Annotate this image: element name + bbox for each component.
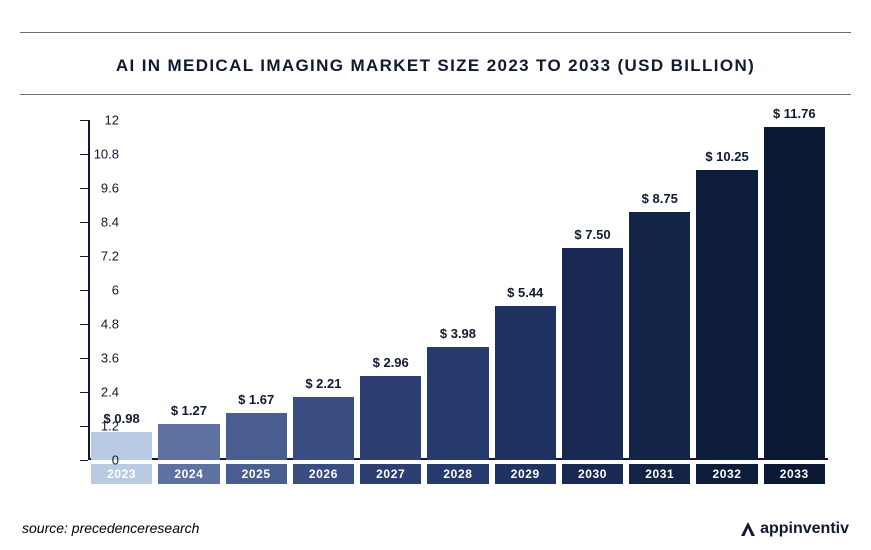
bar: $ 1.27 — [158, 424, 219, 460]
brand-name: appinventiv — [760, 520, 849, 538]
y-tick-label: 6 — [69, 283, 119, 298]
bar-slot: $ 2.96 — [360, 120, 421, 460]
bar-value-label: $ 3.98 — [440, 326, 476, 341]
bar: $ 5.44 — [495, 306, 556, 460]
bar: $ 10.25 — [696, 170, 757, 460]
chart-plot-area: $ 0.98$ 1.27$ 1.67$ 2.21$ 2.96$ 3.98$ 5.… — [88, 120, 828, 460]
bar: $ 2.21 — [293, 397, 354, 460]
bar-value-label: $ 1.27 — [171, 403, 207, 418]
bar-value-label: $ 2.21 — [305, 376, 341, 391]
x-labels-row: 2023202420252026202720282029203020312032… — [88, 464, 828, 486]
brand-logo: appinventiv — [740, 520, 849, 538]
y-tick-label: 8.4 — [69, 215, 119, 230]
bar-slot: $ 8.75 — [629, 120, 690, 460]
bar-slot: $ 5.44 — [495, 120, 556, 460]
x-category-label: 2032 — [696, 464, 757, 484]
bar: $ 1.67 — [226, 413, 287, 460]
x-category-label: 2029 — [495, 464, 556, 484]
y-tick-label: 7.2 — [69, 249, 119, 264]
bar-slot: $ 1.67 — [226, 120, 287, 460]
bar-slot: $ 10.25 — [696, 120, 757, 460]
bar-slot: $ 11.76 — [764, 120, 825, 460]
x-category-label: 2031 — [629, 464, 690, 484]
bar-slot: $ 7.50 — [562, 120, 623, 460]
bar-value-label: $ 11.76 — [773, 106, 816, 121]
x-category-label: 2026 — [293, 464, 354, 484]
top-rule — [20, 32, 851, 33]
chart-title: AI IN MEDICAL IMAGING MARKET SIZE 2023 T… — [0, 56, 871, 76]
bar-slot: $ 2.21 — [293, 120, 354, 460]
bar: $ 2.96 — [360, 376, 421, 460]
bar-value-label: $ 5.44 — [507, 285, 543, 300]
bar-value-label: $ 1.67 — [238, 392, 274, 407]
appinventiv-icon — [740, 521, 756, 537]
bar-value-label: $ 7.50 — [574, 227, 610, 242]
x-category-label: 2025 — [226, 464, 287, 484]
bar-value-label: $ 8.75 — [642, 191, 678, 206]
y-tick-label: 3.6 — [69, 351, 119, 366]
y-tick-label: 9.6 — [69, 181, 119, 196]
bar: $ 7.50 — [562, 248, 623, 461]
x-category-label: 2024 — [158, 464, 219, 484]
under-title-rule — [20, 94, 851, 95]
source-text: source: precedenceresearch — [22, 520, 199, 536]
bar: $ 3.98 — [427, 347, 488, 460]
bar-slot: $ 3.98 — [427, 120, 488, 460]
x-category-label: 2028 — [427, 464, 488, 484]
bar-slot: $ 1.27 — [158, 120, 219, 460]
y-tick-label: 4.8 — [69, 317, 119, 332]
y-tick-label: 12 — [69, 113, 119, 128]
y-tick-label: 0 — [69, 453, 119, 468]
y-tick-label: 10.8 — [69, 147, 119, 162]
x-category-label: 2033 — [764, 464, 825, 484]
y-tick-label: 2.4 — [69, 385, 119, 400]
bar: $ 8.75 — [629, 212, 690, 460]
bars-container: $ 0.98$ 1.27$ 1.67$ 2.21$ 2.96$ 3.98$ 5.… — [88, 120, 828, 460]
bar-value-label: $ 2.96 — [373, 355, 409, 370]
x-category-label: 2030 — [562, 464, 623, 484]
bar: $ 11.76 — [764, 127, 825, 460]
y-tick-label: 1.2 — [69, 419, 119, 434]
bar-value-label: $ 10.25 — [705, 149, 748, 164]
x-category-label: 2027 — [360, 464, 421, 484]
